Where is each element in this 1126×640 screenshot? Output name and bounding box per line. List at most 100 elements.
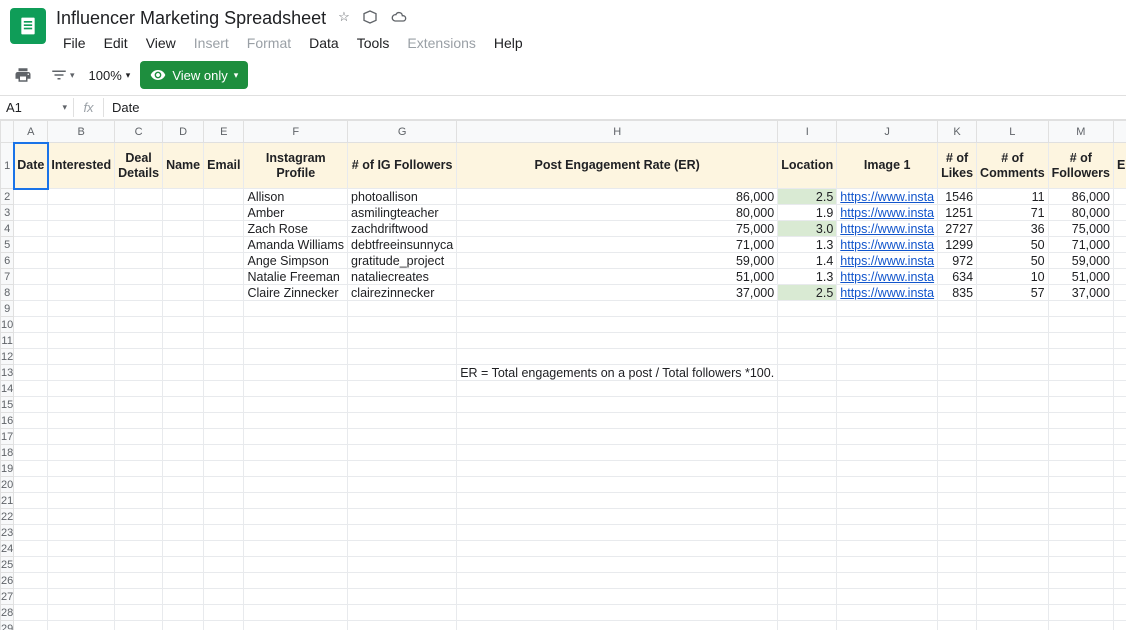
cell-C15[interactable] <box>115 397 163 413</box>
cell-N23[interactable] <box>1113 525 1126 541</box>
cell-N9[interactable] <box>1113 301 1126 317</box>
cell-A6[interactable] <box>14 253 48 269</box>
cell-J15[interactable] <box>837 397 938 413</box>
cell-M12[interactable] <box>1048 349 1113 365</box>
cell-G4[interactable]: zachdriftwood <box>348 221 457 237</box>
col-header-K[interactable]: K <box>938 121 977 143</box>
cell-G29[interactable] <box>348 621 457 631</box>
cell-G10[interactable] <box>348 317 457 333</box>
cell-B29[interactable] <box>48 621 115 631</box>
header-cell-H[interactable]: Post Engagement Rate (ER) <box>457 143 778 189</box>
cell-L8[interactable]: 57 <box>977 285 1049 301</box>
cell-I12[interactable] <box>778 349 837 365</box>
cell-N28[interactable] <box>1113 605 1126 621</box>
cell-K26[interactable] <box>938 573 977 589</box>
cell-G20[interactable] <box>348 477 457 493</box>
cell-E17[interactable] <box>204 429 244 445</box>
cell-H14[interactable] <box>457 381 778 397</box>
cloud-icon[interactable] <box>390 9 408 28</box>
document-title[interactable]: Influencer Marketing Spreadsheet <box>56 8 326 29</box>
cell-F20[interactable] <box>244 477 348 493</box>
cell-F24[interactable] <box>244 541 348 557</box>
cell-I16[interactable] <box>778 413 837 429</box>
cell-L11[interactable] <box>977 333 1049 349</box>
cell-L25[interactable] <box>977 557 1049 573</box>
cell-L2[interactable]: 11 <box>977 189 1049 205</box>
cell-J20[interactable] <box>837 477 938 493</box>
cell-N6[interactable]: 1.7 <box>1113 253 1126 269</box>
cell-H5[interactable]: 71,000 <box>457 237 778 253</box>
cell-I20[interactable] <box>778 477 837 493</box>
cell-D11[interactable] <box>163 333 204 349</box>
cell-E25[interactable] <box>204 557 244 573</box>
cell-F19[interactable] <box>244 461 348 477</box>
cell-C13[interactable] <box>115 365 163 381</box>
cell-K21[interactable] <box>938 493 977 509</box>
cell-H11[interactable] <box>457 333 778 349</box>
cell-A7[interactable] <box>14 269 48 285</box>
cell-M14[interactable] <box>1048 381 1113 397</box>
cell-C17[interactable] <box>115 429 163 445</box>
cell-G16[interactable] <box>348 413 457 429</box>
cell-C18[interactable] <box>115 445 163 461</box>
cell-A5[interactable] <box>14 237 48 253</box>
cell-D2[interactable] <box>163 189 204 205</box>
cell-I7[interactable]: 1.3 <box>778 269 837 285</box>
row-header-12[interactable]: 12 <box>1 349 14 365</box>
cell-M19[interactable] <box>1048 461 1113 477</box>
cell-F9[interactable] <box>244 301 348 317</box>
cell-C5[interactable] <box>115 237 163 253</box>
cell-I6[interactable]: 1.4 <box>778 253 837 269</box>
cell-M22[interactable] <box>1048 509 1113 525</box>
cell-D16[interactable] <box>163 413 204 429</box>
cell-I11[interactable] <box>778 333 837 349</box>
cell-H25[interactable] <box>457 557 778 573</box>
cell-B13[interactable] <box>48 365 115 381</box>
cell-M18[interactable] <box>1048 445 1113 461</box>
row-header-24[interactable]: 24 <box>1 541 14 557</box>
header-cell-M[interactable]: # of Followers <box>1048 143 1113 189</box>
cell-N10[interactable] <box>1113 317 1126 333</box>
cell-D18[interactable] <box>163 445 204 461</box>
cell-H15[interactable] <box>457 397 778 413</box>
header-cell-E[interactable]: Email <box>204 143 244 189</box>
cell-C6[interactable] <box>115 253 163 269</box>
row-header-23[interactable]: 23 <box>1 525 14 541</box>
cell-D15[interactable] <box>163 397 204 413</box>
cell-B26[interactable] <box>48 573 115 589</box>
cell-E15[interactable] <box>204 397 244 413</box>
cell-N19[interactable] <box>1113 461 1126 477</box>
cell-F5[interactable]: Amanda Williams <box>244 237 348 253</box>
cell-L12[interactable] <box>977 349 1049 365</box>
cell-M23[interactable] <box>1048 525 1113 541</box>
cell-F28[interactable] <box>244 605 348 621</box>
cell-N25[interactable] <box>1113 557 1126 573</box>
cell-L10[interactable] <box>977 317 1049 333</box>
row-header-29[interactable]: 29 <box>1 621 14 631</box>
cell-D27[interactable] <box>163 589 204 605</box>
cell-C22[interactable] <box>115 509 163 525</box>
row-header-4[interactable]: 4 <box>1 221 14 237</box>
row-header-28[interactable]: 28 <box>1 605 14 621</box>
cell-A21[interactable] <box>14 493 48 509</box>
cell-K8[interactable]: 835 <box>938 285 977 301</box>
cell-H29[interactable] <box>457 621 778 631</box>
cell-J25[interactable] <box>837 557 938 573</box>
cell-J4[interactable]: https://www.insta <box>837 221 938 237</box>
header-cell-A[interactable]: Date <box>14 143 48 189</box>
zoom-selector[interactable]: 100%▾ <box>89 68 131 83</box>
cell-M11[interactable] <box>1048 333 1113 349</box>
cell-B15[interactable] <box>48 397 115 413</box>
cell-C16[interactable] <box>115 413 163 429</box>
cell-C3[interactable] <box>115 205 163 221</box>
filter-icon[interactable]: ▾ <box>46 62 79 88</box>
cell-K14[interactable] <box>938 381 977 397</box>
cell-J12[interactable] <box>837 349 938 365</box>
star-icon[interactable]: ☆ <box>338 9 350 28</box>
cell-E5[interactable] <box>204 237 244 253</box>
cell-L5[interactable]: 50 <box>977 237 1049 253</box>
cell-N4[interactable]: 3.7 <box>1113 221 1126 237</box>
cell-J3[interactable]: https://www.insta <box>837 205 938 221</box>
cell-K20[interactable] <box>938 477 977 493</box>
menu-insert[interactable]: Insert <box>187 31 236 55</box>
